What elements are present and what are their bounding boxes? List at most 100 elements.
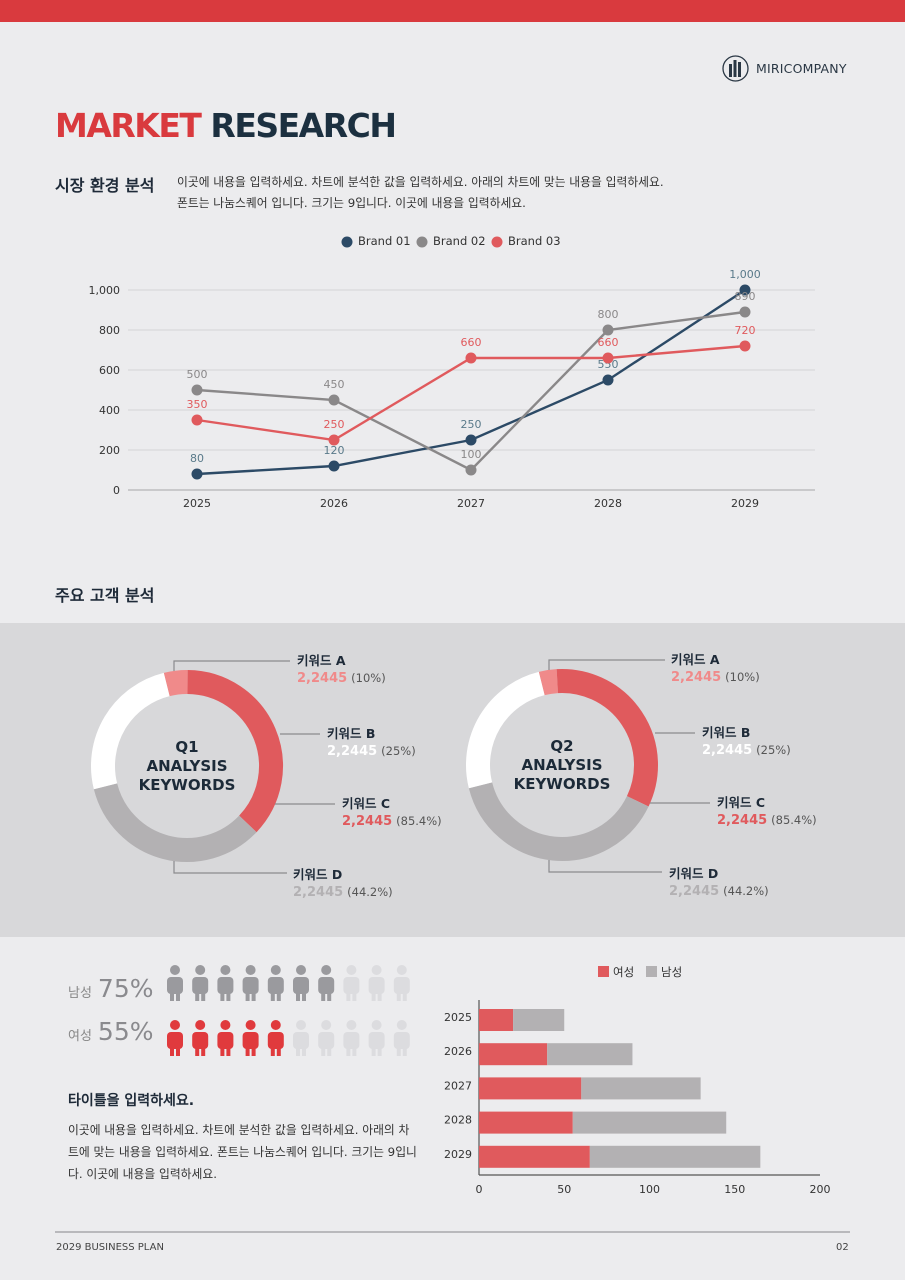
person-icon [242,965,259,1001]
data-label: 120 [324,444,345,457]
x-tick-label: 2025 [183,497,211,510]
footer-title: 2029 BUSINESS PLAN [56,1242,164,1253]
market-section-title: 시장 환경 분석 [55,176,155,195]
legend-label: Brand 01 [358,234,411,248]
data-label: 660 [461,336,482,349]
market-desc-line2: 폰트는 나눔스퀘어 입니다. 크기는 9입니다. 이곳에 내용을 입력하세요. [177,196,526,210]
person-icon [217,965,234,1001]
keyword-name: 키워드 D [669,866,719,881]
series-line [196,288,746,476]
q2-label-line3: KEYWORDS [513,775,611,793]
company-name: MIRICOMPANY [756,60,847,76]
x-tick-label: 0 [476,1183,483,1195]
data-label: 550 [598,358,619,371]
male-percent: 75% [97,974,154,1003]
person-icon [393,965,410,1001]
data-point [465,352,477,364]
y-tick-label: 600 [99,364,120,377]
bar-segment [479,1009,514,1031]
q2-keyword-b: 키워드 B 2,2445 (25%) [702,724,791,759]
person-icon [242,1020,259,1056]
x-tick-label: 100 [639,1183,660,1195]
y-tick-label: 2028 [444,1114,472,1127]
q1-label-line3: KEYWORDS [138,776,236,794]
data-point [739,340,751,352]
bar-segment [547,1043,633,1066]
legend-label: Brand 02 [433,234,486,248]
person-icon [293,1020,309,1056]
x-tick-label: 2026 [320,497,348,510]
top-accent-bar [0,0,905,22]
male-label: 남성 [68,986,92,1001]
q2-label-line1: Q2 [550,737,574,755]
q1-label-line2: ANALYSIS [146,757,228,775]
keyword-name: 키워드 B [327,726,376,741]
keyword-donut-charts [91,659,710,874]
x-tick-label: 150 [724,1183,745,1195]
data-label: 250 [324,418,345,431]
data-point [602,352,614,364]
y-tick-label: 2029 [444,1148,472,1161]
legend-label: 여성 [613,965,634,979]
q1-slice [93,783,257,862]
data-label: 350 [187,398,208,411]
y-tick-label: 0 [113,484,120,497]
q1-keyword-c: 키워드 C 2,2445 (85.4%) [342,795,442,830]
data-point [739,284,751,296]
title-research: RESEARCH [210,106,397,145]
x-tick-label: 2028 [594,497,622,510]
q2-slice [466,671,545,789]
customer-section-title: 주요 고객 분석 [55,586,155,605]
data-point [328,460,340,472]
keyword-value: 2,2445 [671,670,722,685]
legend-label: 남성 [661,965,682,979]
person-icon [167,1020,183,1056]
legend-label: Brand 03 [508,234,561,248]
q2-label-line2: ANALYSIS [521,756,603,774]
person-icon [217,1020,234,1056]
keyword-value: 2,2445 [297,671,348,686]
q2-slice [538,669,559,696]
bar-segment [589,1145,761,1168]
bar-segment [572,1111,727,1134]
data-point [465,434,477,446]
page-title: MARKET RESEARCH [55,106,397,145]
q2-slice [468,782,649,861]
person-icon [343,1020,360,1056]
q2-slice [556,669,658,807]
y-tick-label: 200 [99,444,120,457]
gender-paragraph: 이곳에 내용을 입력하세요. 차트에 분석한 값을 입력하세요. 아래의 차트에… [68,1123,417,1181]
q1-label-line1: Q1 [175,738,199,756]
bar-segment [581,1077,701,1100]
person-icon [318,1020,335,1056]
q1-keyword-b: 키워드 B 2,2445 (25%) [327,725,416,760]
y-tick-label: 2026 [444,1045,472,1058]
gender-bar-chart: 여성 남성 0 50 100 150 200 2025 2026 2027 2028 2029 [444,965,831,1195]
person-icon [167,965,183,1001]
keyword-pct: (25%) [756,743,791,757]
q2-keyword-a: 키워드 A 2,2445 (10%) [671,651,760,686]
person-icon [293,965,309,1001]
bar-segment [513,1009,565,1031]
person-icon [267,965,284,1001]
data-label: 500 [187,368,208,381]
q1-keyword-d: 키워드 D 2,2445 (44.2%) [293,866,393,901]
data-point [191,384,203,396]
person-icon [192,1020,209,1056]
market-description: 이곳에 내용을 입력하세요. 차트에 분석한 값을 입력하세요. 아래의 차트에… [177,172,664,214]
footer-divider [55,1231,850,1233]
gender-subtitle: 타이틀을 입력하세요. [68,1093,195,1109]
y-tick-label: 400 [99,404,120,417]
x-tick-label: 200 [810,1183,831,1195]
data-point [602,374,614,386]
male-stat: 남성 75% [68,974,154,1003]
leader-line [173,861,287,874]
data-point [465,464,477,476]
keyword-name: 키워드 C [342,796,391,811]
keyword-pct: (10%) [725,670,760,684]
data-point [739,306,751,318]
people-icon-chart [167,965,410,1056]
x-tick-label: 50 [557,1183,571,1195]
data-point [191,468,203,480]
legend-marker [416,236,428,248]
